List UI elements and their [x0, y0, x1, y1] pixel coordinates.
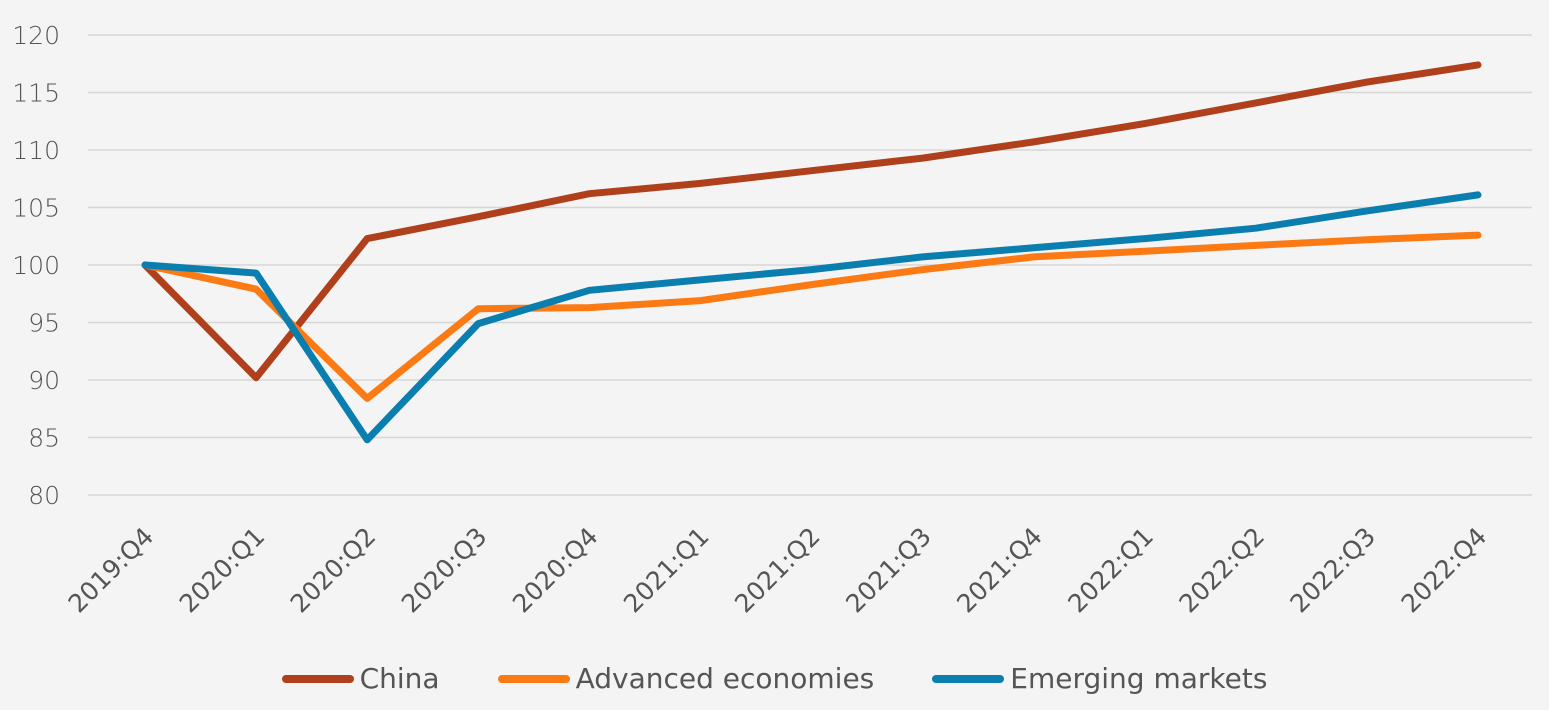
legend-label-emerging-markets: Emerging markets [1010, 662, 1268, 695]
legend-swatch-emerging-markets [932, 674, 1005, 683]
x-tick-label: 2022:Q2 [1173, 522, 1270, 619]
x-tick-label: 2021:Q3 [840, 522, 937, 619]
x-tick-label: 2019:Q4 [63, 522, 160, 619]
x-axis-ticks: 2019:Q4 2020:Q1 2020:Q2 2020:Q3 2020:Q4 2021:… [63, 522, 1493, 619]
y-tick-label: 80 [28, 481, 60, 510]
y-axis-ticks: 80 85 90 95 100 105 110 115 120 [12, 21, 60, 510]
legend-item-advanced-economies: Advanced economies [497, 662, 875, 695]
x-tick-label: 2021:Q4 [951, 522, 1048, 619]
x-tick-label: 2021:Q1 [618, 522, 715, 619]
x-tick-label: 2022:Q4 [1396, 522, 1493, 619]
series-line-china [141, 61, 1482, 382]
y-tick-label: 85 [28, 424, 60, 453]
gridlines [88, 34, 1532, 496]
series-lines [141, 61, 1482, 444]
x-tick-label: 2020:Q1 [174, 522, 271, 619]
legend-swatch-advanced-economies [497, 674, 570, 683]
legend: China Advanced economies Emerging market… [0, 662, 1549, 695]
series-line-advanced-economies [141, 231, 1482, 402]
x-tick-label: 2022:Q1 [1062, 522, 1159, 619]
legend-label-advanced-economies: Advanced economies [575, 662, 875, 695]
y-tick-label: 105 [12, 194, 60, 223]
legend-item-emerging-markets: Emerging markets [932, 662, 1267, 695]
x-tick-label: 2020:Q3 [396, 522, 493, 619]
y-tick-label: 90 [28, 366, 60, 395]
y-tick-label: 100 [12, 251, 60, 280]
y-tick-label: 95 [28, 309, 60, 338]
y-tick-label: 120 [12, 21, 60, 50]
y-tick-label: 115 [12, 79, 60, 108]
x-tick-label: 2022:Q3 [1285, 522, 1382, 619]
legend-item-china: China [281, 662, 440, 695]
x-tick-label: 2020:Q2 [285, 522, 382, 619]
x-tick-label: 2020:Q4 [507, 522, 604, 619]
legend-label-china: China [359, 662, 440, 695]
legend-swatch-china [281, 674, 354, 683]
series-line-emerging-markets [141, 191, 1482, 444]
x-tick-label: 2021:Q2 [729, 522, 826, 619]
y-tick-label: 110 [12, 136, 60, 165]
